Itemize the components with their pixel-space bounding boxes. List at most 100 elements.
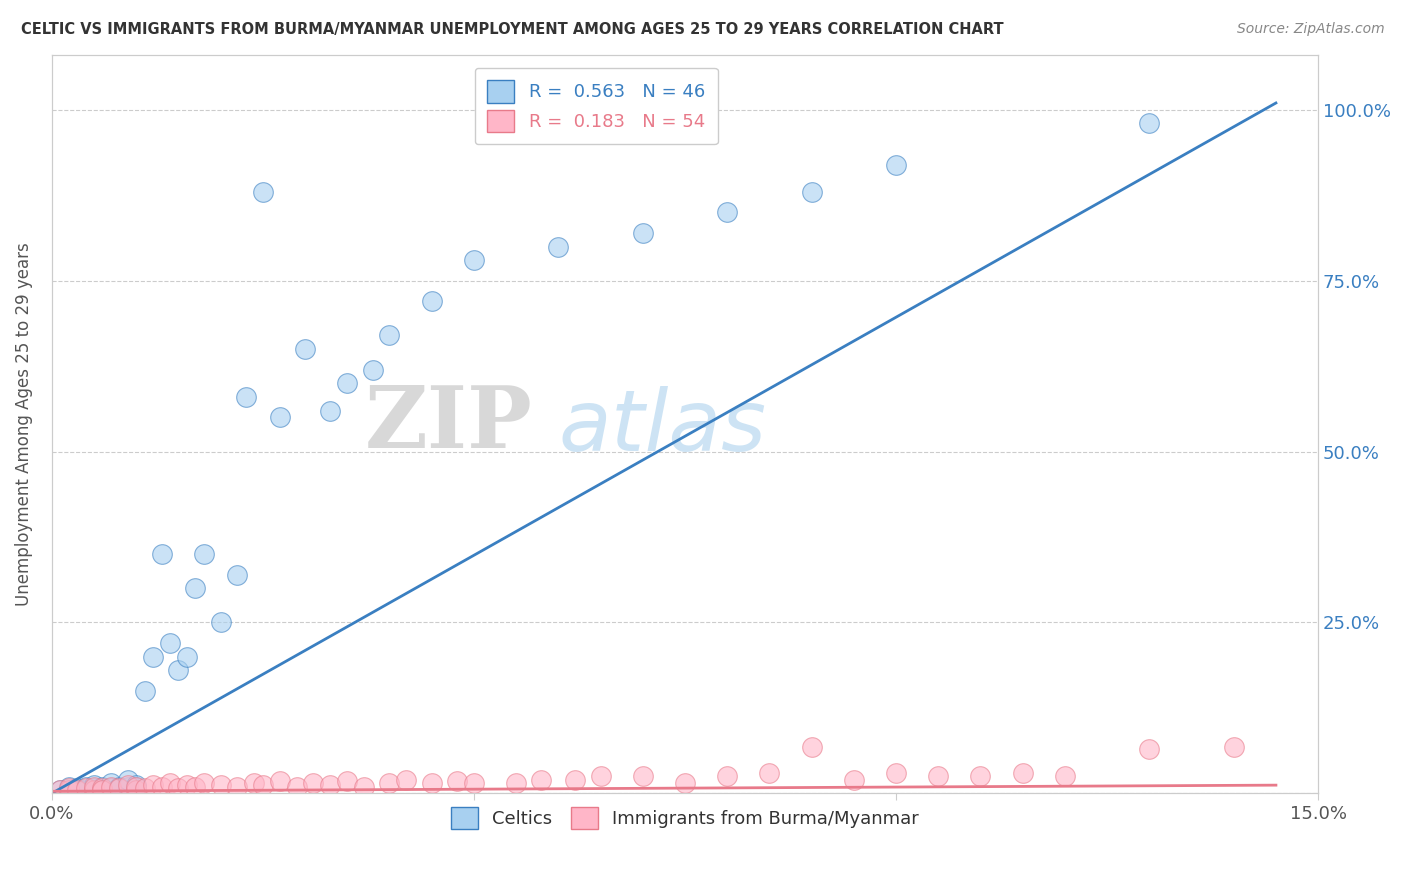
Point bbox=[842, 772, 865, 787]
Point bbox=[884, 765, 907, 780]
Point bbox=[716, 769, 738, 783]
Point bbox=[83, 780, 105, 794]
Point bbox=[167, 663, 190, 677]
Point bbox=[1053, 769, 1076, 783]
Point bbox=[969, 769, 991, 783]
Point bbox=[193, 547, 215, 561]
Point bbox=[378, 776, 401, 790]
Point bbox=[226, 780, 249, 794]
Point bbox=[505, 776, 527, 790]
Point bbox=[75, 783, 97, 797]
Text: CELTIC VS IMMIGRANTS FROM BURMA/MYANMAR UNEMPLOYMENT AMONG AGES 25 TO 29 YEARS C: CELTIC VS IMMIGRANTS FROM BURMA/MYANMAR … bbox=[21, 22, 1004, 37]
Point bbox=[108, 780, 131, 795]
Point bbox=[49, 783, 72, 797]
Point bbox=[252, 778, 274, 792]
Point bbox=[142, 649, 165, 664]
Point bbox=[91, 783, 114, 797]
Point bbox=[167, 780, 190, 795]
Point bbox=[75, 780, 97, 795]
Point bbox=[58, 783, 80, 797]
Point bbox=[631, 226, 654, 240]
Point bbox=[235, 390, 257, 404]
Y-axis label: Unemployment Among Ages 25 to 29 years: Unemployment Among Ages 25 to 29 years bbox=[15, 243, 32, 607]
Text: Source: ZipAtlas.com: Source: ZipAtlas.com bbox=[1237, 22, 1385, 37]
Point bbox=[884, 157, 907, 171]
Point bbox=[150, 780, 173, 794]
Point bbox=[150, 547, 173, 561]
Point bbox=[395, 772, 418, 787]
Point bbox=[49, 783, 72, 797]
Point bbox=[547, 239, 569, 253]
Point bbox=[1137, 742, 1160, 756]
Point bbox=[269, 410, 291, 425]
Point bbox=[58, 780, 80, 794]
Point bbox=[125, 780, 148, 794]
Point bbox=[108, 780, 131, 795]
Point bbox=[800, 185, 823, 199]
Point bbox=[100, 776, 122, 790]
Text: ZIP: ZIP bbox=[366, 383, 533, 467]
Point bbox=[134, 683, 156, 698]
Point bbox=[302, 776, 325, 790]
Point bbox=[91, 783, 114, 797]
Point bbox=[1137, 116, 1160, 130]
Point bbox=[193, 776, 215, 790]
Point bbox=[117, 772, 139, 787]
Point bbox=[117, 778, 139, 792]
Point bbox=[463, 776, 485, 790]
Point bbox=[673, 776, 696, 790]
Point bbox=[446, 774, 468, 789]
Point bbox=[336, 774, 359, 789]
Point bbox=[319, 778, 342, 792]
Point bbox=[420, 294, 443, 309]
Point bbox=[800, 739, 823, 754]
Point bbox=[83, 780, 105, 795]
Point bbox=[336, 376, 359, 391]
Point bbox=[108, 780, 131, 794]
Point bbox=[142, 778, 165, 792]
Point bbox=[378, 328, 401, 343]
Text: atlas: atlas bbox=[558, 386, 766, 469]
Point bbox=[134, 780, 156, 795]
Point bbox=[927, 769, 949, 783]
Point bbox=[184, 780, 207, 794]
Point bbox=[285, 780, 308, 794]
Point bbox=[159, 636, 181, 650]
Point bbox=[252, 185, 274, 199]
Point bbox=[269, 774, 291, 789]
Point bbox=[758, 765, 780, 780]
Point bbox=[1011, 765, 1033, 780]
Point bbox=[319, 403, 342, 417]
Point bbox=[209, 615, 232, 630]
Point bbox=[184, 582, 207, 596]
Point bbox=[530, 772, 553, 787]
Point bbox=[463, 253, 485, 268]
Point bbox=[83, 783, 105, 797]
Point bbox=[209, 778, 232, 792]
Point bbox=[631, 769, 654, 783]
Point bbox=[564, 772, 586, 787]
Point bbox=[420, 776, 443, 790]
Point bbox=[361, 362, 384, 376]
Point bbox=[226, 567, 249, 582]
Point bbox=[176, 778, 198, 792]
Point bbox=[125, 783, 148, 797]
Legend: Celtics, Immigrants from Burma/Myanmar: Celtics, Immigrants from Burma/Myanmar bbox=[444, 799, 927, 836]
Point bbox=[294, 342, 316, 356]
Point bbox=[100, 780, 122, 794]
Point bbox=[716, 205, 738, 219]
Point bbox=[91, 780, 114, 795]
Point bbox=[1222, 739, 1244, 754]
Point bbox=[66, 783, 89, 797]
Point bbox=[100, 780, 122, 795]
Point bbox=[125, 780, 148, 794]
Point bbox=[58, 783, 80, 797]
Point bbox=[83, 778, 105, 792]
Point bbox=[159, 776, 181, 790]
Point bbox=[243, 776, 266, 790]
Point bbox=[589, 769, 612, 783]
Point bbox=[66, 780, 89, 795]
Point bbox=[75, 780, 97, 794]
Point bbox=[83, 783, 105, 797]
Point bbox=[117, 780, 139, 794]
